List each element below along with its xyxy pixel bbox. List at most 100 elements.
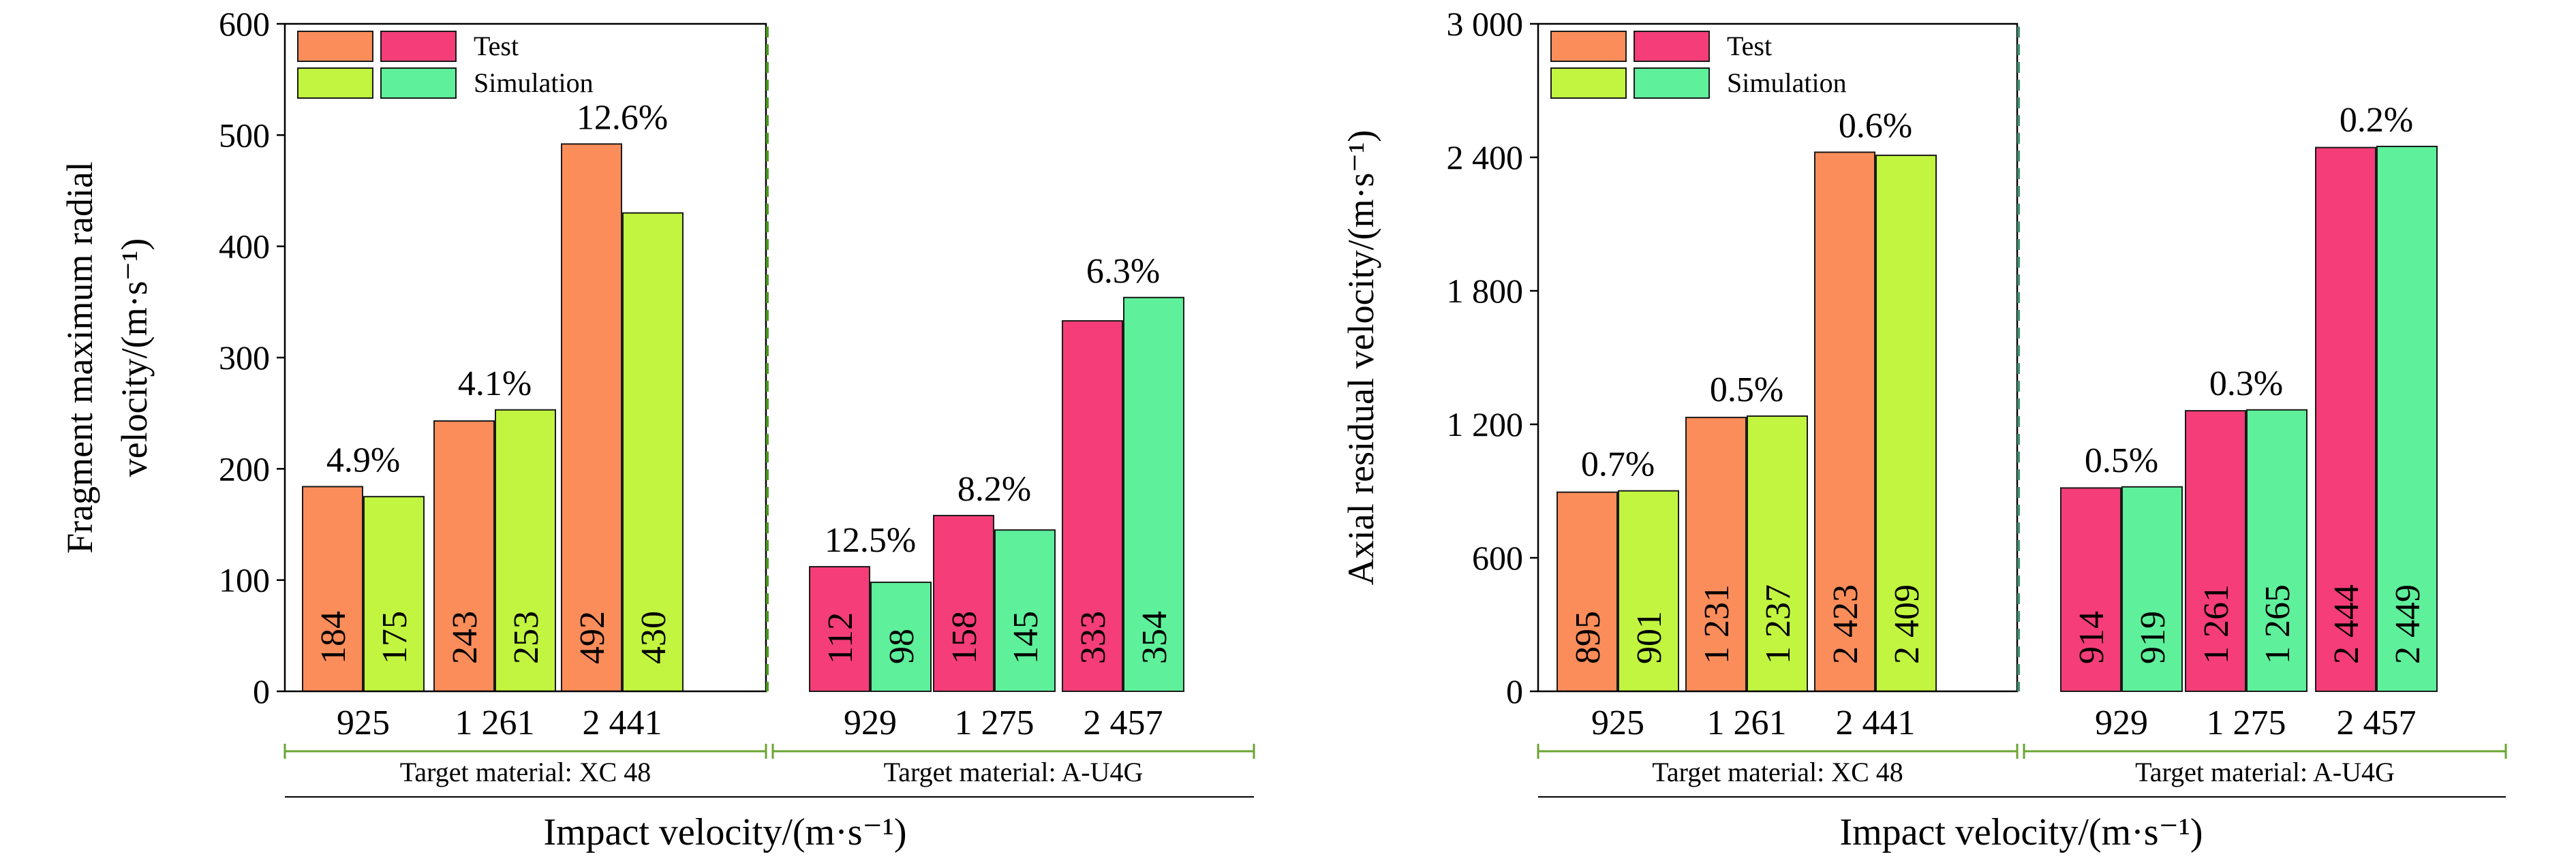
- bar-value-label: 919: [2134, 611, 2173, 664]
- bar-simulation-g2-c2: [994, 529, 1056, 693]
- error-percent-label: 12.6%: [577, 98, 668, 137]
- bar-value-label: 914: [2072, 611, 2111, 664]
- bar-test-g1-c1: [1557, 491, 1618, 693]
- legend-swatch-xc48-simulation: [297, 67, 373, 99]
- bar-value-label: 2 409: [1888, 584, 1927, 664]
- bar-test-g2-c1: [809, 566, 870, 692]
- y-axis-label: Axial residual velocity/(m·s⁻¹): [1340, 130, 1381, 586]
- chart-panel-2: 895 901 0.7% 925 1 231 1 237 0.5% 1 261 2 423 2 4…: [1340, 5, 2507, 853]
- y-tick-label: 300: [219, 339, 270, 377]
- y-tick-label: 400: [219, 227, 270, 266]
- error-percent-label: 8.2%: [957, 470, 1031, 509]
- plot-frame: [1537, 22, 2019, 693]
- legend-swatch-au4g-simulation: [380, 67, 457, 99]
- bar-value-label: 1 231: [1698, 584, 1736, 664]
- x-tick-label: 1 275: [955, 704, 1034, 742]
- error-percent-label: 4.1%: [458, 364, 532, 403]
- bar-test-g1-c2: [1685, 416, 1747, 693]
- bar-simulation-g1-c2: [495, 409, 556, 692]
- bar-simulation-g1-c3: [622, 212, 684, 692]
- legend-label-simulation: Simulation: [1727, 67, 1847, 98]
- y-tick-label: 600: [1472, 539, 1523, 577]
- legend: Test Simulation: [297, 31, 594, 99]
- bar-value-label: 901: [1630, 611, 1669, 664]
- bar-simulation-g1-c2: [1747, 415, 1808, 692]
- bar-test-g2-c2: [2185, 410, 2246, 692]
- bar-simulation-g1-c1: [1618, 490, 1679, 692]
- legend-label-test: Test: [474, 31, 519, 61]
- bar-value-label: 430: [634, 611, 673, 664]
- y-axis-label-line1: Fragment maximum radial: [59, 161, 100, 554]
- x-tick-label: 1 261: [455, 704, 535, 742]
- bar-simulation-g2-c1: [2121, 486, 2183, 692]
- x-tick-label: 1 275: [2207, 704, 2286, 742]
- bar-value-label: 98: [883, 629, 921, 664]
- x-tick-label: 925: [1591, 704, 1644, 742]
- bar-simulation-g1-c3: [1875, 155, 1937, 692]
- group-label: Target material: A-U4G: [2135, 757, 2395, 787]
- x-axis-label: Impact velocity/(m·s⁻¹): [543, 811, 906, 853]
- bar-value-label: 158: [945, 611, 984, 664]
- bar-value-label: 243: [446, 611, 485, 664]
- group-label: Target material: A-U4G: [884, 757, 1144, 787]
- error-percent-label: 12.5%: [825, 521, 916, 560]
- legend-label-simulation: Simulation: [474, 67, 594, 98]
- bar-value-label: 145: [1007, 611, 1045, 664]
- bar-value-label: 492: [573, 611, 612, 664]
- bar-simulation-g2-c1: [870, 581, 932, 693]
- bar-test-g2-c1: [2060, 487, 2121, 693]
- group-label: Target material: XC 48: [400, 757, 651, 787]
- error-percent-label: 6.3%: [1086, 252, 1160, 291]
- bar-value-label: 1 237: [1759, 584, 1798, 664]
- legend-swatch-au4g-test: [1634, 31, 1710, 62]
- error-percent-label: 0.2%: [2340, 101, 2413, 140]
- bar-value-label: 895: [1569, 611, 1608, 664]
- y-tick-label: 600: [219, 5, 270, 43]
- error-percent-label: 0.6%: [1839, 106, 1912, 145]
- error-percent-label: 0.3%: [2209, 364, 2283, 403]
- x-tick-label: 929: [2095, 704, 2148, 742]
- x-axis-label: Impact velocity/(m·s⁻¹): [1839, 811, 2203, 853]
- legend-swatch-xc48-test: [1550, 31, 1627, 62]
- error-percent-label: 0.5%: [1710, 371, 1783, 409]
- x-tick-label: 925: [337, 704, 390, 742]
- legend-swatch-au4g-test: [380, 31, 457, 62]
- y-tick-label: 0: [253, 672, 270, 710]
- legend-label-test: Test: [1727, 31, 1772, 61]
- y-tick-label: 1 800: [1447, 272, 1524, 310]
- y-axis-label-line2: velocity/(m·s⁻¹): [114, 238, 155, 477]
- y-tick-label: 0: [1506, 672, 1523, 710]
- legend-swatch-au4g-simulation: [1634, 67, 1710, 99]
- x-tick-label: 929: [844, 704, 897, 742]
- bar-simulation-g2-c3: [2376, 145, 2438, 692]
- error-percent-label: 4.9%: [326, 441, 400, 479]
- bar-test-g1-c2: [433, 420, 495, 692]
- x-tick-label: 2 441: [583, 704, 662, 742]
- bar-value-label: 184: [314, 611, 353, 664]
- group-label: Target material: XC 48: [1652, 757, 1903, 787]
- legend: Test Simulation: [1550, 31, 1847, 99]
- y-tick-label: 100: [219, 561, 270, 599]
- bar-value-label: 253: [507, 611, 546, 664]
- x-tick-label: 2 457: [1084, 704, 1163, 742]
- x-tick-label: 2 441: [1836, 704, 1916, 742]
- bar-value-label: 2 423: [1826, 584, 1865, 664]
- bar-value-label: 1 265: [2258, 584, 2297, 664]
- y-tick-label: 2 400: [1447, 138, 1524, 176]
- bar-value-label: 175: [375, 611, 414, 664]
- y-tick-label: 3 000: [1447, 5, 1524, 43]
- x-tick-label: 2 457: [2337, 704, 2417, 742]
- bar-value-label: 354: [1135, 611, 1174, 664]
- bar-test-g1-c3: [1814, 151, 1875, 692]
- bar-value-label: 112: [821, 612, 860, 664]
- bar-simulation-g1-c1: [363, 496, 425, 693]
- y-tick-label: 500: [219, 116, 270, 154]
- x-tick-label: 1 261: [1707, 704, 1787, 742]
- chart-panel-1: 184 175 4.9% 925 243 253 4.1% 1 261 492 430 12.6% 2…: [59, 5, 1255, 853]
- bar-value-label: 333: [1074, 611, 1113, 664]
- legend-swatch-xc48-test: [297, 31, 373, 62]
- error-percent-label: 0.7%: [1581, 445, 1655, 484]
- bar-test-g2-c2: [933, 514, 994, 693]
